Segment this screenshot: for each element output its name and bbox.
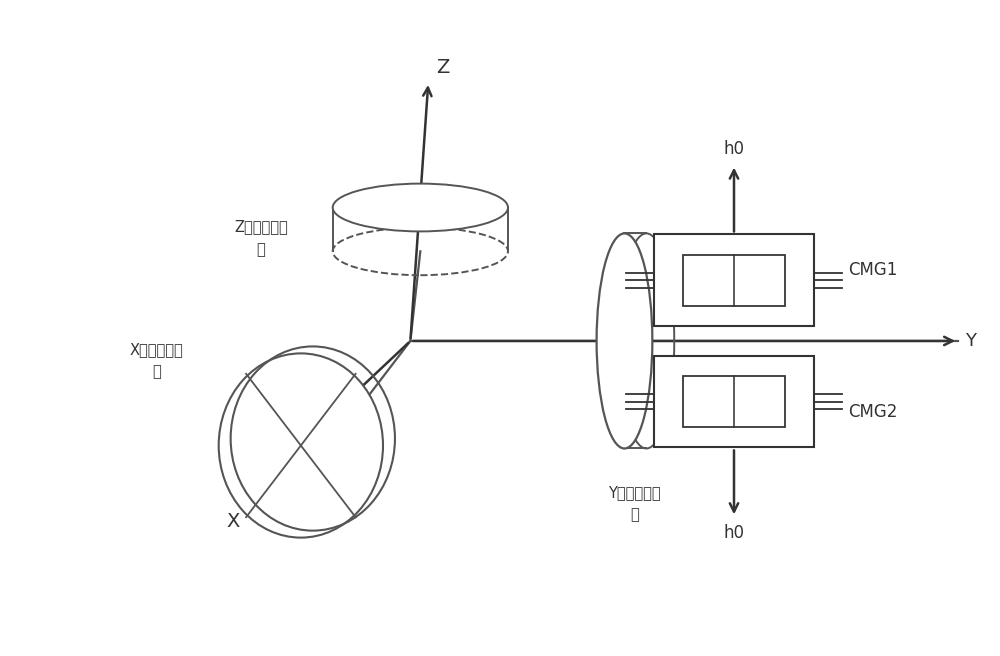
Bar: [654, 356, 814, 447]
Ellipse shape: [219, 354, 383, 538]
Bar: [683, 255, 785, 306]
Text: CMG1: CMG1: [849, 261, 898, 279]
Text: X: X: [226, 512, 240, 531]
Text: h0: h0: [724, 524, 745, 542]
Text: Y: Y: [965, 332, 976, 350]
Ellipse shape: [333, 184, 508, 232]
Text: Z向反作用飞
轮: Z向反作用飞 轮: [234, 220, 288, 256]
Text: h0: h0: [724, 140, 745, 157]
Bar: [654, 234, 814, 326]
Bar: [683, 376, 785, 427]
Text: X向反作用飞
轮: X向反作用飞 轮: [130, 342, 183, 379]
Text: CMG2: CMG2: [849, 403, 898, 420]
Ellipse shape: [597, 234, 652, 449]
Text: Z: Z: [436, 58, 450, 77]
Text: Y向反作用飞
轮: Y向反作用飞 轮: [608, 485, 661, 523]
